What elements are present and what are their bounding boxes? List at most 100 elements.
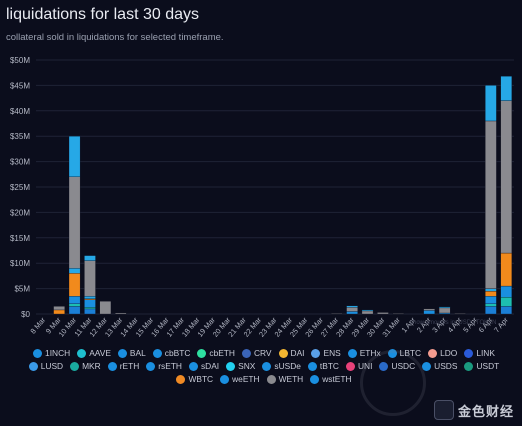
legend-item[interactable]: sUSDe bbox=[262, 361, 301, 371]
legend-swatch bbox=[188, 361, 198, 371]
bar-segment bbox=[99, 301, 112, 315]
x-tick-label: 31 Mar bbox=[380, 315, 402, 339]
legend-swatch bbox=[345, 361, 355, 371]
y-tick-label: $10M bbox=[10, 259, 30, 268]
legend-item[interactable]: DAI bbox=[278, 348, 305, 358]
legend-swatch bbox=[422, 361, 432, 371]
legend-swatch bbox=[278, 348, 288, 358]
chart-subtitle: collateral sold in liquidations for sele… bbox=[6, 32, 224, 43]
bar-segment bbox=[330, 313, 343, 315]
legend-label: LDO bbox=[440, 348, 458, 358]
legend-swatch bbox=[464, 361, 474, 371]
legend-item[interactable]: CRV bbox=[241, 348, 272, 358]
legend-item[interactable]: 1INCH bbox=[33, 348, 70, 358]
bar-segment bbox=[485, 296, 497, 304]
legend-swatch bbox=[70, 361, 80, 371]
legend-item[interactable]: USDT bbox=[464, 361, 499, 371]
legend-item[interactable]: wstETH bbox=[310, 374, 352, 384]
bar-segment bbox=[53, 306, 65, 311]
bar-segment bbox=[84, 307, 96, 310]
legend-label: DAI bbox=[290, 348, 305, 358]
bar-segment bbox=[84, 308, 96, 315]
x-tick-label: 8 Mar bbox=[28, 315, 47, 336]
bar-segment bbox=[84, 255, 96, 261]
legend-label: sDAI bbox=[200, 361, 220, 371]
bar-segment bbox=[500, 306, 512, 315]
legend-item[interactable]: WBTC bbox=[176, 374, 213, 384]
legend-label: tBTC bbox=[319, 361, 339, 371]
legend-item[interactable]: WETH bbox=[266, 374, 304, 384]
legend-label: MKR bbox=[82, 361, 101, 371]
legend-swatch bbox=[28, 361, 38, 371]
legend-swatch bbox=[307, 361, 317, 371]
bar-segment bbox=[392, 313, 405, 315]
legend-label: WETH bbox=[278, 374, 304, 384]
bar-segment bbox=[485, 290, 497, 297]
legend-item[interactable]: LINK bbox=[464, 348, 495, 358]
bar-segment bbox=[423, 310, 435, 315]
bar-segment bbox=[68, 273, 81, 297]
bar-segment bbox=[68, 136, 81, 177]
legend-item[interactable]: ETHx bbox=[347, 348, 381, 358]
legend-swatch bbox=[241, 348, 251, 358]
watermark-brand: 金色财经 bbox=[433, 400, 514, 420]
bar-segment bbox=[454, 313, 466, 315]
bar-segment bbox=[500, 297, 512, 307]
legend-label: WBTC bbox=[188, 374, 214, 384]
legend-label: 1INCH bbox=[45, 348, 71, 358]
legend-label: ETHx bbox=[359, 348, 381, 358]
bar-segment bbox=[346, 307, 358, 312]
legend-item[interactable]: rETH bbox=[107, 361, 139, 371]
legend-label: CRV bbox=[253, 348, 272, 358]
legend-item[interactable]: weETH bbox=[220, 374, 260, 384]
y-tick-label: $15M bbox=[10, 234, 30, 243]
bar-segment bbox=[500, 285, 512, 298]
legend-item[interactable]: cbETH bbox=[197, 348, 235, 358]
chart-legend: 1INCH AAVE BAL cbBTC cbETH CRV DAI ENS ETHx LBTC L… bbox=[14, 348, 514, 384]
legend-swatch bbox=[197, 348, 207, 358]
legend-item[interactable]: rsETH bbox=[146, 361, 182, 371]
legend-swatch bbox=[464, 348, 474, 358]
legend-item[interactable]: sDAI bbox=[188, 361, 220, 371]
bar-segment bbox=[346, 311, 358, 315]
legend-item[interactable]: SNX bbox=[226, 361, 255, 371]
legend-label: SNX bbox=[238, 361, 256, 371]
legend-label: BAL bbox=[129, 348, 146, 358]
bar-segment bbox=[84, 296, 96, 299]
bar-segment bbox=[361, 309, 374, 312]
legend-item[interactable]: ENS bbox=[311, 348, 341, 358]
bar-segment bbox=[485, 85, 497, 122]
legend-label: sUSDe bbox=[274, 361, 301, 371]
bar-segment bbox=[500, 100, 512, 254]
brand-name: 金色财经 bbox=[457, 403, 514, 419]
bar-segment bbox=[68, 176, 81, 269]
amount-unit-toggle[interactable]: show amounts in: USD / TOKEN bbox=[410, 320, 497, 326]
legend-item[interactable]: LUSD bbox=[28, 361, 63, 371]
legend-swatch bbox=[33, 348, 43, 358]
legend-swatch bbox=[428, 348, 438, 358]
bar-segment bbox=[115, 312, 127, 315]
legend-swatch bbox=[262, 361, 272, 371]
legend-label: cbBTC bbox=[164, 348, 191, 358]
legend-swatch bbox=[347, 348, 357, 358]
legend-label: USDS bbox=[434, 361, 458, 371]
bar-segment bbox=[84, 260, 96, 297]
legend-swatch bbox=[311, 348, 321, 358]
y-tick-label: $5M bbox=[14, 285, 30, 294]
legend-item[interactable]: LDO bbox=[428, 348, 457, 358]
legend-item[interactable]: USDS bbox=[422, 361, 457, 371]
legend-item[interactable]: tBTC bbox=[307, 361, 339, 371]
legend-item[interactable]: MKR bbox=[70, 361, 101, 371]
legend-label: LBTC bbox=[399, 348, 422, 358]
legend-item[interactable]: cbBTC bbox=[152, 348, 191, 358]
bar-segment bbox=[485, 306, 497, 315]
legend-swatch bbox=[176, 374, 186, 384]
legend-swatch bbox=[310, 374, 320, 384]
y-tick-label: $30M bbox=[10, 158, 30, 167]
legend-swatch bbox=[226, 361, 236, 371]
y-tick-label: $25M bbox=[10, 183, 30, 192]
bar-segment bbox=[84, 298, 96, 300]
y-tick-label: $50M bbox=[10, 56, 30, 65]
legend-item[interactable]: BAL bbox=[117, 348, 146, 358]
legend-item[interactable]: AAVE bbox=[77, 348, 111, 358]
